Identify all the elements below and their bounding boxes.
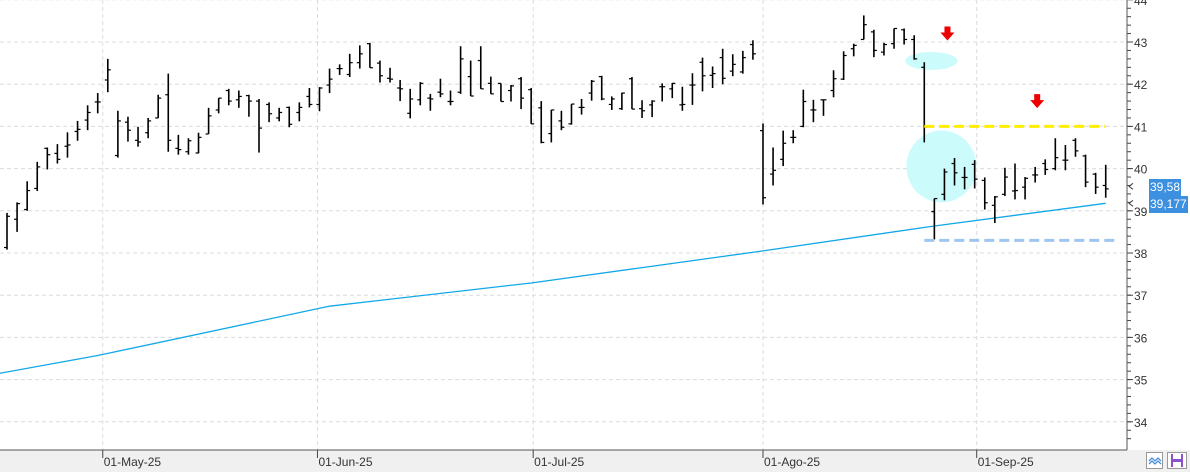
x-tick-label: 01-Ago-25 <box>764 455 820 469</box>
gap-marker-small <box>905 51 958 70</box>
x-tick-label: 01-Jun-25 <box>318 455 372 469</box>
y-tick-label: 40 <box>1134 163 1148 177</box>
chart-type-button[interactable] <box>1146 452 1163 469</box>
x-tick-label: 01-Sep-25 <box>978 455 1034 469</box>
y-tick-label: 38 <box>1134 247 1148 261</box>
moving-average-line <box>0 202 1106 374</box>
x-tick-label: 01-May-25 <box>104 455 162 469</box>
y-tick-label: 41 <box>1134 120 1148 134</box>
down-arrow-icon <box>940 26 955 41</box>
y-axis-band <box>1127 0 1190 450</box>
y-tick-label: 42 <box>1134 78 1148 92</box>
moving-average-tag: 39,177 <box>1149 196 1188 213</box>
y-tick-label: 37 <box>1134 289 1148 303</box>
y-tick-label: 43 <box>1134 36 1148 50</box>
x-tick-label: 01-Jul-25 <box>534 455 584 469</box>
ma-pointer-icon <box>1128 199 1134 207</box>
save-button[interactable] <box>1167 452 1187 469</box>
down-arrow-icon <box>1030 94 1045 109</box>
y-tick-label: 44 <box>1134 0 1148 8</box>
zigzag-icon <box>1148 457 1162 465</box>
gap-marker-large <box>906 130 977 203</box>
y-tick-label: 34 <box>1134 416 1148 430</box>
y-tick-label: 35 <box>1134 374 1148 388</box>
y-tick-label: 39 <box>1134 205 1148 219</box>
floppy-disk-icon <box>1171 454 1183 467</box>
y-tick-label: 36 <box>1134 331 1148 345</box>
last-price-pointer-icon <box>1128 182 1134 190</box>
x-axis-band <box>0 450 1190 472</box>
last-price-tag: 39,58 <box>1149 179 1182 196</box>
